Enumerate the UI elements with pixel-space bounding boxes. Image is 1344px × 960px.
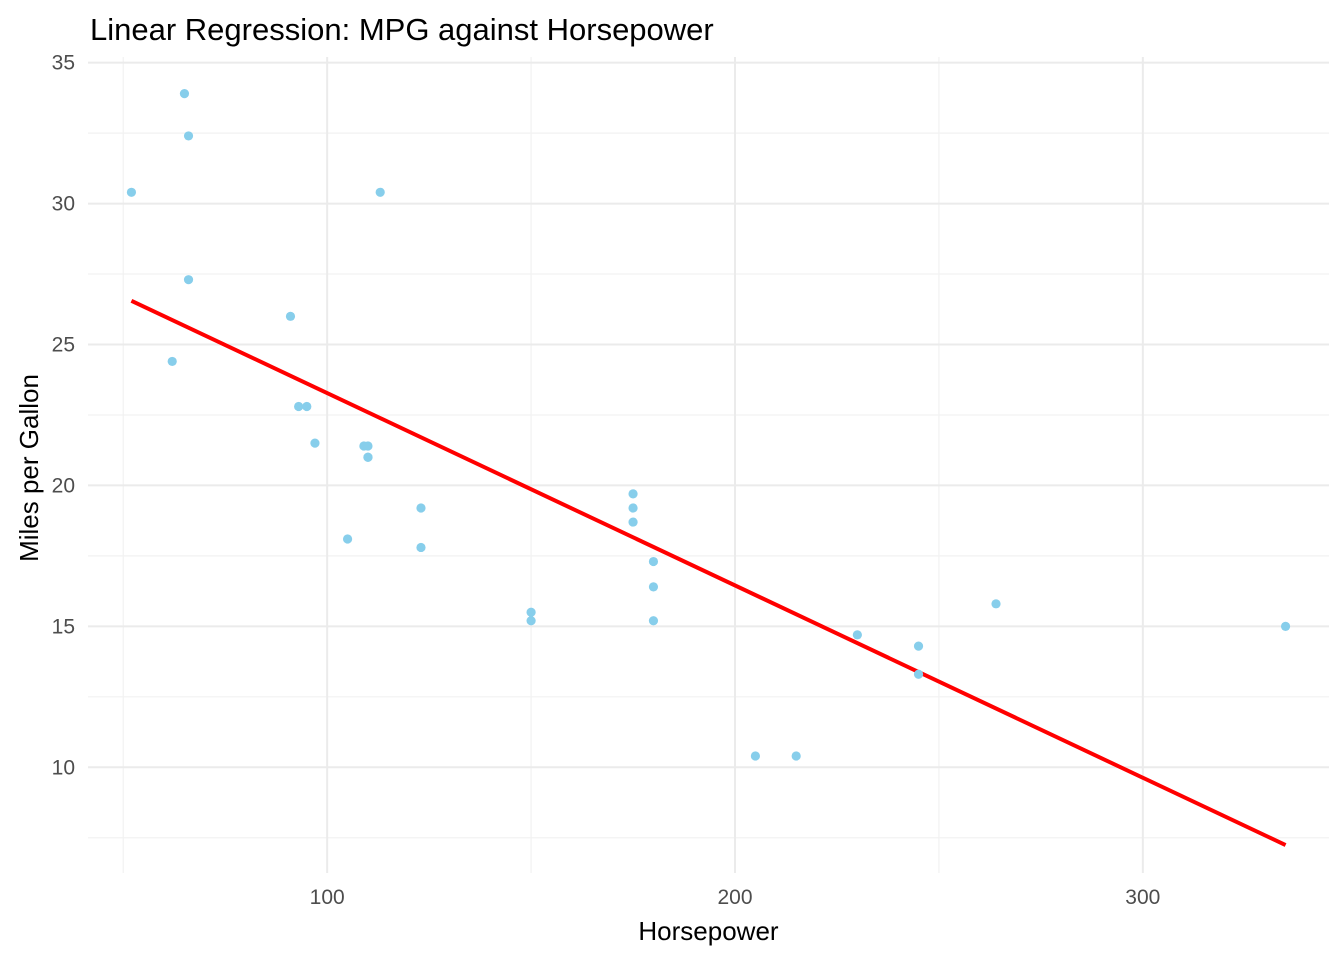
data-point xyxy=(648,616,659,626)
data-point xyxy=(416,542,426,553)
data-point xyxy=(750,751,760,761)
data-point xyxy=(526,607,536,617)
data-point xyxy=(913,669,924,679)
data-point xyxy=(628,517,638,527)
x-tick-label: 100 xyxy=(310,886,345,909)
data-point xyxy=(294,401,304,412)
data-points xyxy=(126,89,1291,761)
data-point xyxy=(359,441,369,451)
data-point xyxy=(1280,621,1291,631)
data-point xyxy=(648,582,659,592)
data-point xyxy=(648,556,659,567)
data-point xyxy=(852,630,862,640)
x-axis-ticks: 100 200 300 xyxy=(310,886,1161,909)
data-point xyxy=(310,438,320,448)
regression-line-group xyxy=(130,298,1287,847)
regression-line xyxy=(130,298,1287,847)
data-point xyxy=(363,452,373,462)
y-tick-label: 15 xyxy=(52,615,75,638)
data-point xyxy=(179,89,190,99)
data-point xyxy=(991,599,1001,609)
y-tick-label: 35 xyxy=(52,52,75,75)
data-point xyxy=(416,503,426,513)
chart-title: Linear Regression: MPG against Horsepowe… xyxy=(90,12,714,47)
data-point xyxy=(342,534,353,544)
data-point xyxy=(526,616,536,626)
data-point xyxy=(628,489,638,499)
grid-lines xyxy=(88,57,1329,873)
data-point xyxy=(285,311,296,321)
x-tick-label: 300 xyxy=(1125,886,1160,909)
x-tick-label: 200 xyxy=(717,886,752,909)
y-tick-label: 20 xyxy=(52,474,75,497)
data-point xyxy=(302,401,312,412)
y-tick-label: 10 xyxy=(52,756,75,779)
data-point xyxy=(167,356,177,367)
data-point xyxy=(628,503,638,513)
y-axis-title: Miles per Gallon xyxy=(14,374,44,562)
data-point xyxy=(183,275,194,285)
y-tick-label: 30 xyxy=(52,193,75,216)
y-tick-label: 25 xyxy=(52,334,75,357)
data-point xyxy=(183,131,194,141)
x-axis-title: Horsepower xyxy=(638,916,779,946)
y-axis-ticks: 10 15 20 25 30 35 xyxy=(52,52,75,780)
data-point xyxy=(375,187,385,197)
data-point xyxy=(913,641,924,651)
data-point xyxy=(126,187,137,197)
data-point xyxy=(791,751,801,761)
